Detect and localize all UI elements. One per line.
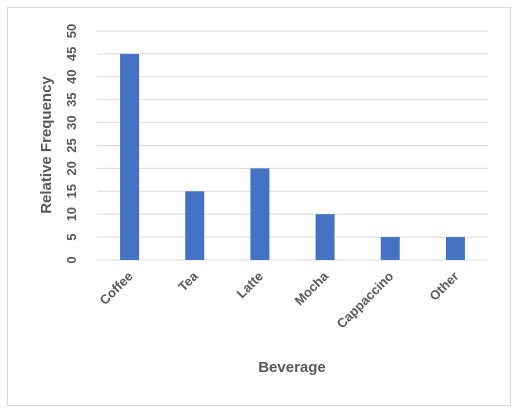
bar-other (445, 237, 465, 260)
y-tick-label: 35 (64, 92, 79, 106)
x-tick-labels: Coffee Tea Latte Mocha Cappaccino Other (96, 268, 461, 331)
x-tick-label: Tea (175, 268, 201, 294)
bar-mocha (315, 214, 335, 260)
gridlines (97, 30, 488, 261)
bar-coffee (120, 53, 140, 261)
y-tick-label: 10 (64, 207, 79, 221)
bar-cappaccino (380, 237, 400, 260)
bar-latte (250, 168, 270, 260)
y-tick-label: 5 (64, 233, 79, 240)
y-tick-label: 0 (64, 256, 79, 263)
y-tick-label: 25 (64, 138, 79, 152)
y-tick-labels: 0 5 10 15 20 25 30 35 40 45 50 (64, 24, 79, 264)
x-tick-label: Coffee (96, 269, 135, 308)
y-tick-label: 15 (64, 184, 79, 198)
y-tick-label: 20 (64, 161, 79, 175)
x-axis-title: Beverage (258, 359, 326, 376)
x-tick-label: Latte (233, 269, 266, 302)
y-tick-label: 50 (64, 24, 79, 38)
y-tick-label: 30 (64, 115, 79, 129)
y-tick-label: 40 (64, 70, 79, 84)
y-axis-title: Relative Frequency (38, 76, 55, 214)
y-tick-label: 45 (64, 47, 79, 61)
x-tick-label: Mocha (291, 268, 331, 308)
x-tick-label: Other (426, 269, 461, 304)
bar-tea (185, 191, 205, 260)
bars (120, 53, 465, 261)
x-tick-label: Cappaccino (334, 268, 397, 331)
